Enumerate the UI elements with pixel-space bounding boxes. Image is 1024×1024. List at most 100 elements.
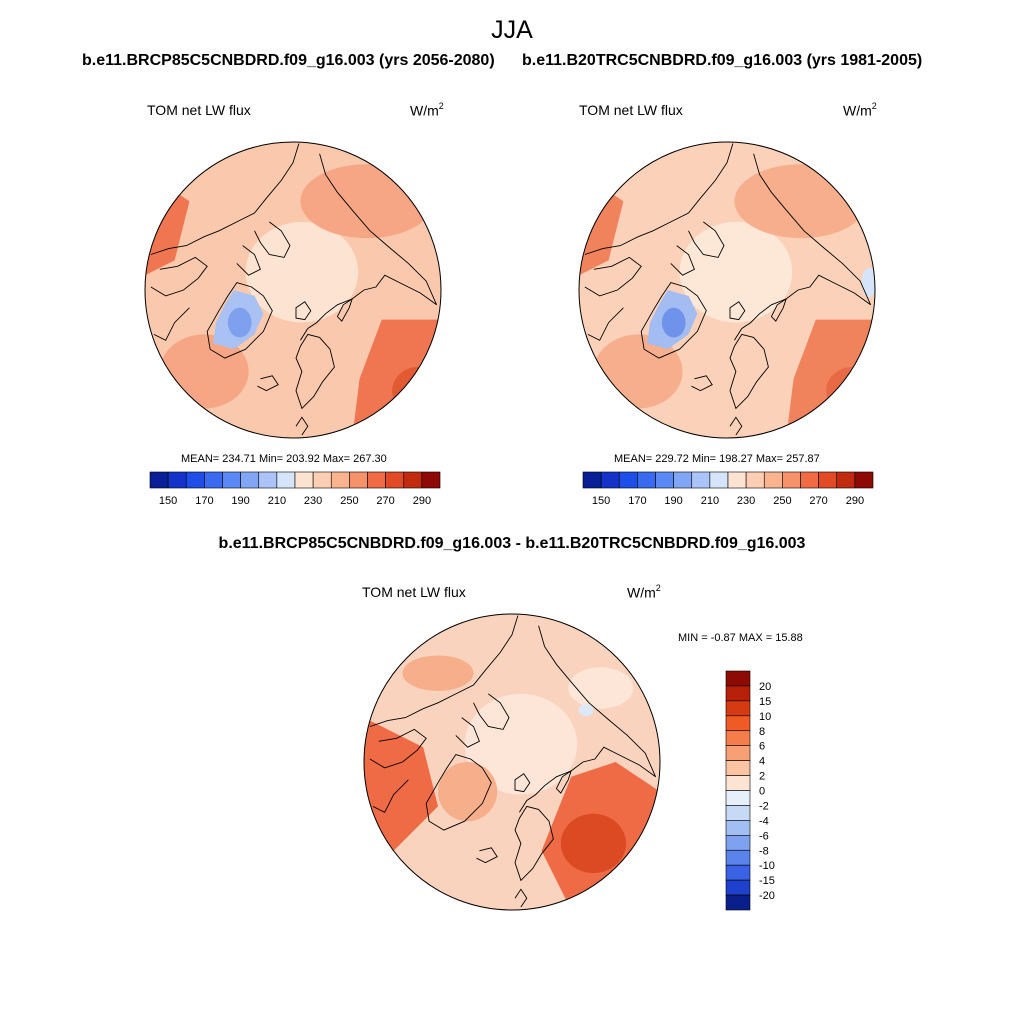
coastline-segment (372, 779, 409, 813)
colorbar-tick-label: 230 (737, 495, 755, 507)
coastline-segment (257, 375, 279, 392)
colorbar-tick-label: 290 (846, 495, 864, 507)
colorbar-tick-label: 4 (759, 756, 765, 768)
map-field (579, 142, 875, 438)
coastline-landmass (425, 754, 492, 831)
colorbar-swatch (276, 471, 296, 489)
colorbar-tick-label: 170 (628, 495, 646, 507)
colorbar-swatch (222, 471, 241, 489)
diff-units-label: W/m2 (627, 583, 661, 601)
coastline-segment (476, 847, 498, 864)
field-arctic-basin (464, 693, 578, 795)
coastline-segment (473, 693, 510, 730)
colorbar-tick-label: -2 (759, 800, 769, 812)
coastline-landmass (729, 333, 769, 410)
coastline-segment (753, 153, 872, 305)
coastline-segment (584, 143, 734, 255)
coastline-segment (691, 375, 713, 392)
coastline-segment (734, 274, 871, 341)
colorbar-swatch (385, 471, 405, 489)
diff-variable-label: TOM net LW flux (362, 584, 466, 600)
coastline-segment (150, 256, 208, 297)
coastline-segment (670, 245, 695, 276)
colorbar-swatch (725, 760, 751, 776)
coastline-segment (455, 717, 480, 748)
field-warm-west (364, 717, 438, 851)
right-stats: MEAN= 229.72 Min= 198.27 Max= 257.87 (614, 453, 820, 465)
colorbar-swatch (725, 835, 751, 851)
map-frame (578, 141, 876, 439)
coastline-landmass (295, 333, 335, 410)
colorbar-tick-label: 15 (759, 696, 771, 708)
field-negative-patch (578, 704, 594, 717)
coastlines (150, 143, 438, 436)
colorbar-tick-label: -15 (759, 875, 775, 887)
colorbar-swatch (582, 471, 602, 489)
colorbar-tick-label: 170 (195, 495, 213, 507)
colorbar-swatch (725, 715, 751, 732)
field-arctic-basin (245, 221, 359, 323)
coastlines (369, 615, 657, 908)
colorbar-swatch (167, 471, 187, 489)
colorbar-swatch (725, 670, 751, 687)
colorbar-tick-label: -20 (759, 890, 775, 902)
coastline-landmass (770, 297, 788, 322)
left-panel-title: b.e11.BRCP85C5CNBDRD.f09_g16.003 (yrs 20… (82, 52, 495, 69)
colorbar-swatch (330, 471, 350, 489)
map-right (578, 141, 876, 439)
map-diff (363, 613, 661, 911)
field-warm-core (560, 813, 626, 874)
field-warm-north (402, 655, 474, 691)
colorbar-tick-label: 290 (413, 495, 431, 507)
colorbar-swatch (727, 471, 747, 489)
colorbar-swatch (782, 471, 801, 489)
colorbar-tick-label: 2 (759, 771, 765, 783)
coastline-segment (369, 728, 427, 769)
colorbar-swatch (725, 805, 751, 821)
left-stats: MEAN= 234.71 Min= 203.92 Max= 267.30 (181, 453, 387, 465)
colorbar-swatch (349, 471, 368, 489)
colorbar-tick-label: 0 (759, 786, 765, 798)
colorbar-tick-label: 210 (701, 495, 719, 507)
map-field (145, 142, 441, 438)
right-panel-title: b.e11.B20TRC5CNBDRD.f09_g16.003 (yrs 198… (522, 52, 923, 69)
right-units-base: W/m (843, 102, 872, 119)
colorbar-tick-label: 270 (376, 495, 394, 507)
colorbar-swatch (204, 471, 223, 489)
coastline-segment (153, 307, 190, 341)
colorbar-swatch (725, 700, 751, 717)
colorbar-swatch (312, 471, 332, 489)
map-left (144, 141, 442, 439)
colorbar-swatch (367, 471, 386, 489)
colorbar-tick-label: 230 (304, 495, 322, 507)
colorbar-tick-label: 10 (759, 711, 771, 723)
colorbar-swatch (725, 775, 751, 791)
field-greenland-band (438, 762, 498, 822)
colorbar-swatch (745, 471, 765, 489)
coastline-segment (514, 888, 528, 908)
colorbar-swatch (709, 471, 729, 489)
right-units-label: W/m2 (843, 101, 877, 119)
colorbar-swatch (258, 471, 278, 489)
colorbar-swatch (854, 471, 874, 489)
colorbar-swatch (725, 820, 751, 836)
colorbar-swatch (600, 471, 620, 489)
field-weak-northeast (568, 667, 634, 709)
colorbar-swatch (655, 471, 674, 489)
colorbar-tick-label: 250 (773, 495, 791, 507)
figure-title: JJA (491, 16, 533, 44)
colorbar-swatch (725, 894, 751, 911)
colorbar-swatch (725, 685, 751, 702)
coastline-segment (150, 143, 300, 255)
field-arctic-basin (679, 221, 793, 323)
colorbar-tick-label: 210 (268, 495, 286, 507)
colorbar-tick-label: -10 (759, 860, 775, 872)
coastline-segment (519, 746, 656, 813)
coastline-segment (584, 256, 642, 297)
left-units-base: W/m (410, 102, 439, 119)
colorbar-tick-label: 250 (340, 495, 358, 507)
coastline-landmass (555, 769, 573, 794)
coastline-segment (587, 307, 624, 341)
